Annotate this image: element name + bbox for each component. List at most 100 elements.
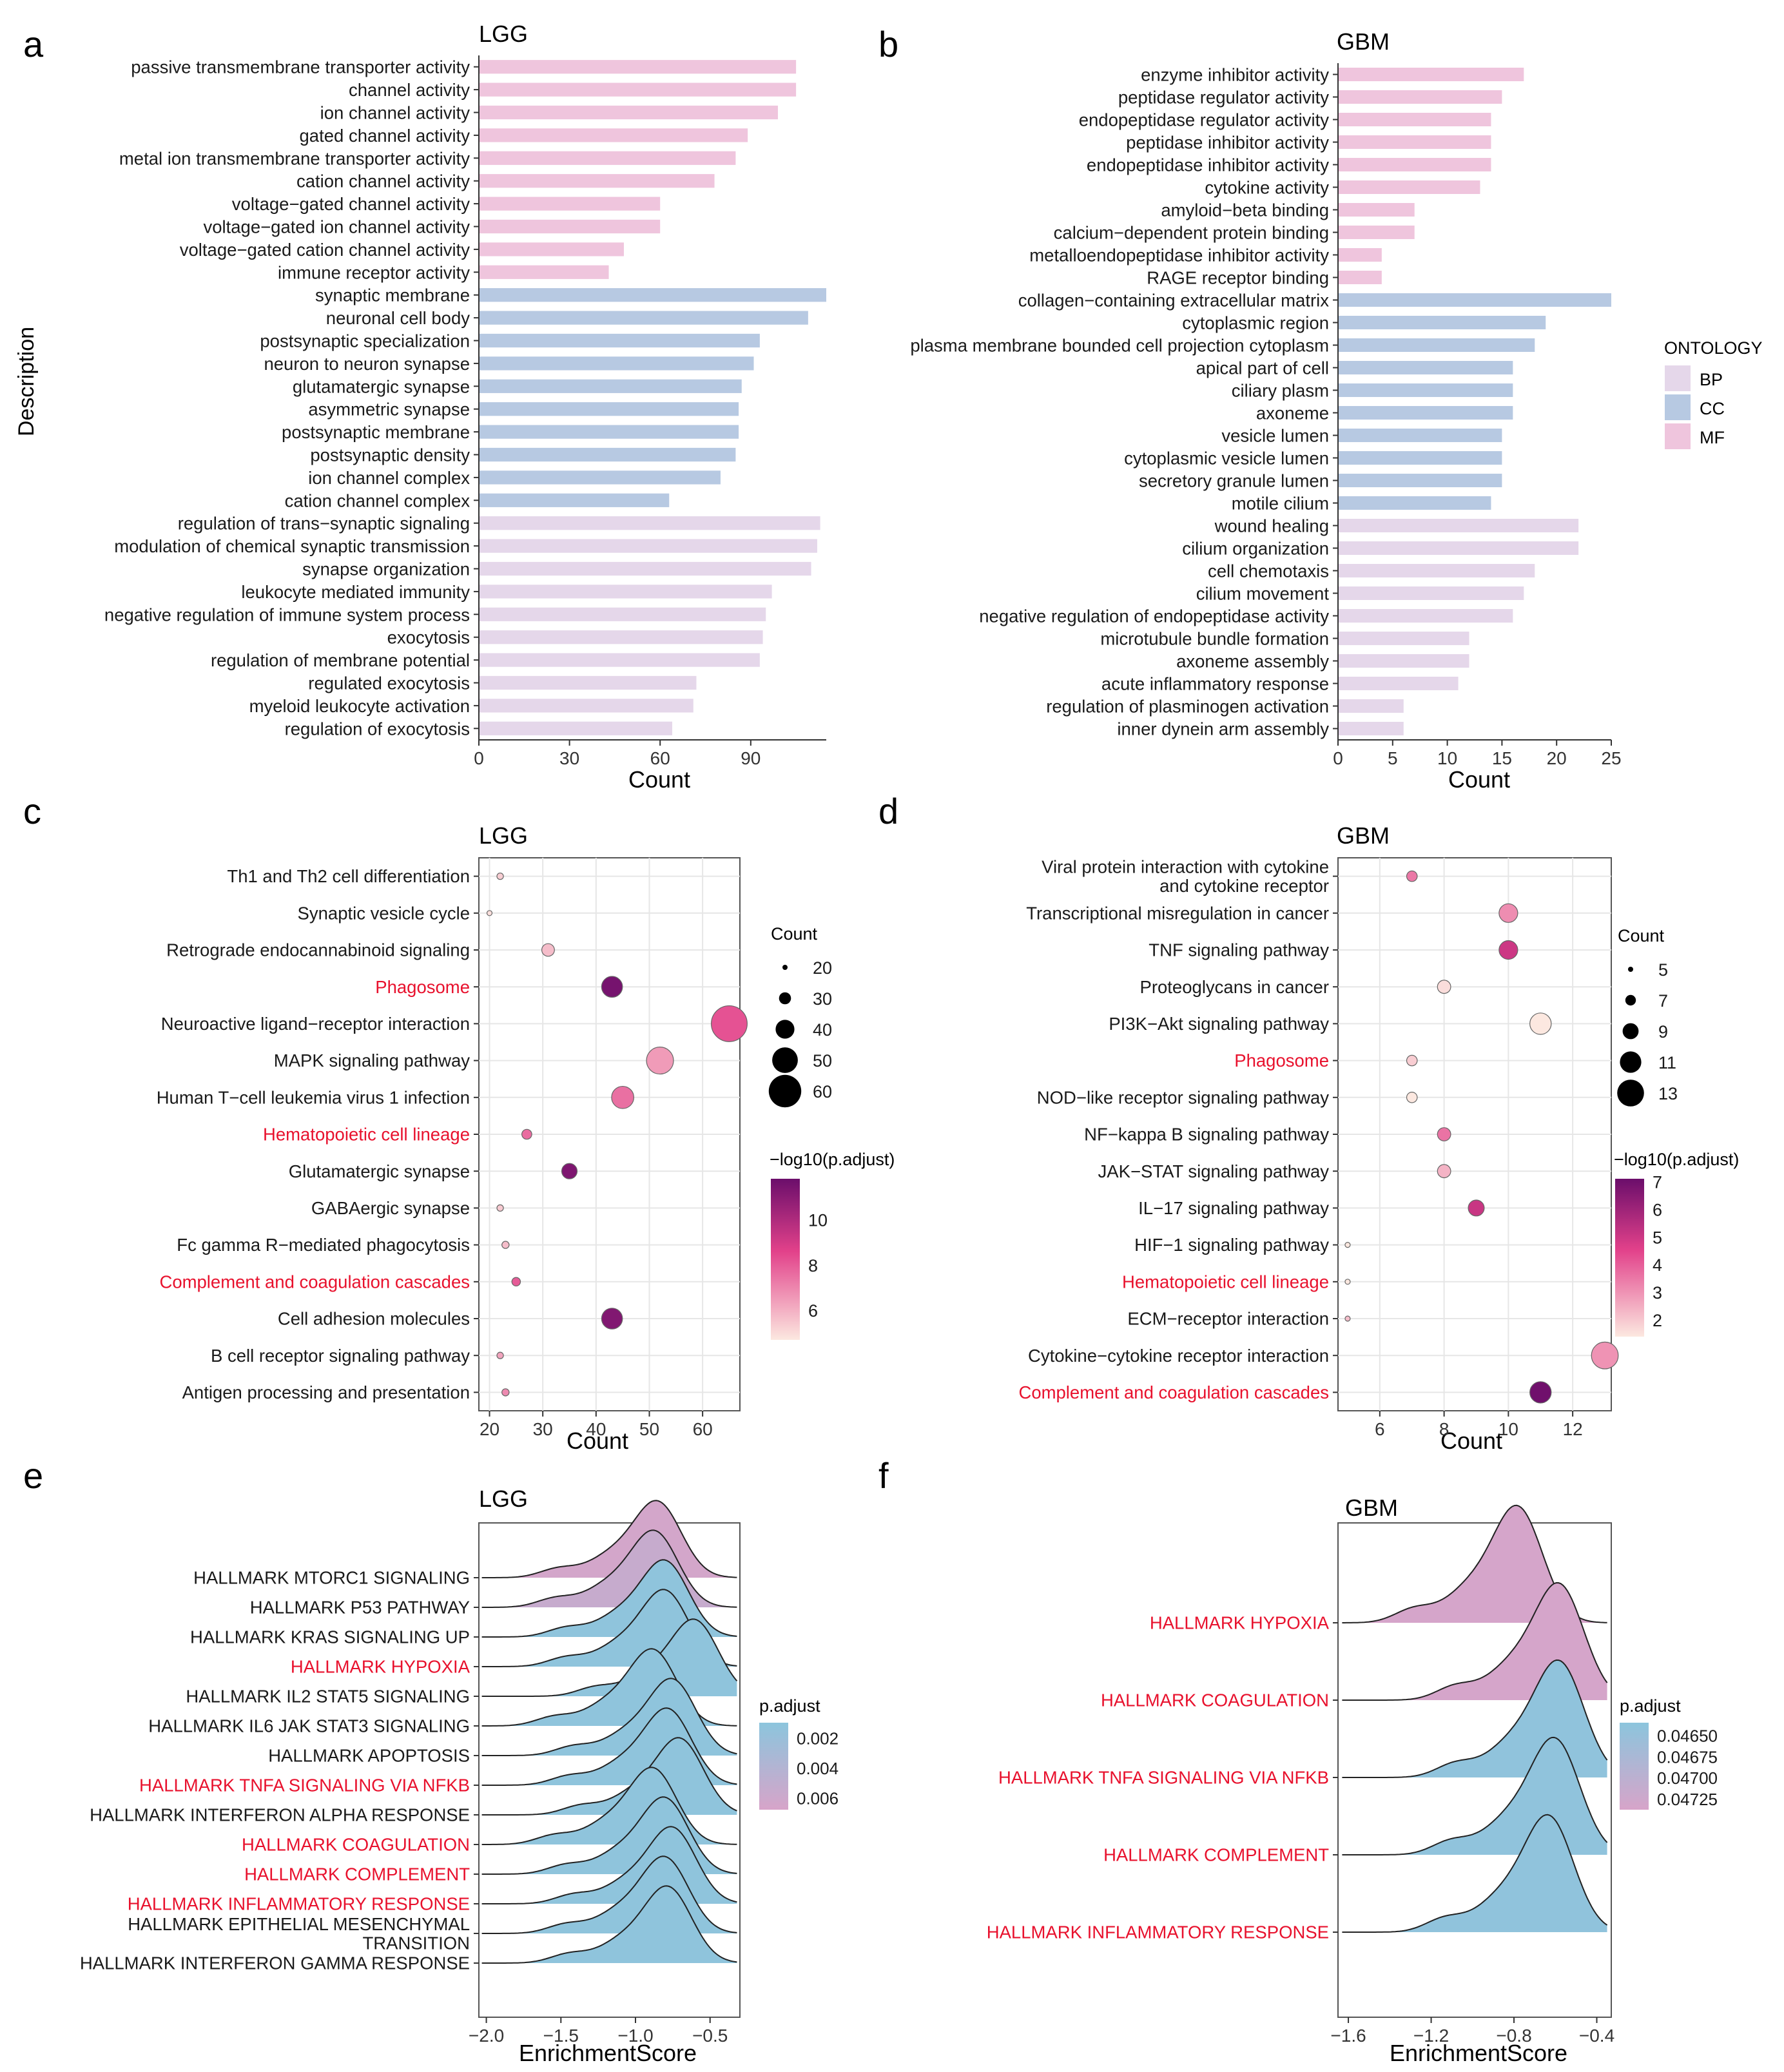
category-label-b-14: apical part of cell: [1196, 358, 1329, 378]
x-tick-label-d-3: 10: [1498, 1419, 1518, 1439]
bar-b-15: [1338, 383, 1513, 397]
dot-d-12: [1344, 1279, 1351, 1285]
category-label-a-1: passive transmembrane transporter activi…: [131, 57, 470, 77]
category-label-d-6: Phagosome: [1234, 1051, 1329, 1070]
category-label-c-6: MAPK signaling pathway: [274, 1051, 470, 1070]
category-label-b-13: plasma membrane bounded cell projection …: [910, 336, 1329, 356]
panel-letter-d: d: [878, 791, 898, 831]
x-tick-label-c-2: 30: [533, 1419, 553, 1439]
dot-d-15: [1529, 1381, 1552, 1404]
dot-c-15: [501, 1388, 510, 1397]
x-axis-label-d: Count: [1440, 1428, 1502, 1454]
category-label-e-11: HALLMARK COMPLEMENT: [244, 1864, 470, 1884]
dot-d-8: [1437, 1127, 1451, 1141]
size-legend-d: 5 7 9 11 13: [1617, 960, 1678, 1107]
x-tick-label-c-5: 60: [693, 1419, 713, 1439]
bar-a-9: [479, 242, 624, 257]
bar-a-2: [479, 82, 797, 97]
dot-c-10: [496, 1204, 504, 1212]
x-tick-label-a-4: 90: [741, 748, 761, 768]
category-label-e-13-line-1: HALLMARK EPITHELIAL MESENCHYMAL: [128, 1914, 470, 1934]
x-tick-label-b-4: 15: [1492, 748, 1512, 768]
category-label-b-11: collagen−containing extracellular matrix: [1018, 291, 1330, 311]
ridge-outline-e-1: [481, 1500, 737, 1578]
category-label-c-11: Fc gamma R−mediated phagocytosis: [177, 1235, 470, 1255]
category-label-a-27: regulation of membrane potential: [211, 650, 470, 670]
x-tick-label-c-4: 50: [639, 1419, 659, 1439]
dot-c-4: [601, 976, 623, 998]
p-adjust-color-bar-f: [1620, 1723, 1649, 1810]
bar-b-26: [1338, 632, 1469, 645]
x-tick-label-e-4: −0.5: [692, 2026, 728, 2046]
category-label-c-12: Complement and coagulation cascades: [159, 1272, 470, 1292]
bar-b-14: [1338, 361, 1513, 374]
ridge-outline-e-14: [481, 1885, 737, 1964]
category-label-b-30: inner dynein arm assembly: [1117, 719, 1329, 739]
color-legend-title-c: −log10(p.adjust): [770, 1150, 895, 1169]
category-label-e-2: HALLMARK P53 PATHWAY: [250, 1598, 470, 1618]
category-label-a-11: synaptic membrane: [315, 286, 470, 305]
panel-letter-f: f: [878, 1455, 889, 1496]
category-label-b-2: peptidase regulator activity: [1118, 88, 1329, 108]
size-legend-label-d-2: 7: [1658, 991, 1668, 1011]
chart-title-b: GBM: [1337, 28, 1390, 55]
category-label-b-23: cell chemotaxis: [1208, 561, 1329, 581]
category-label-d-9: JAK−STAT signaling pathway: [1098, 1161, 1330, 1181]
dot-d-10: [1468, 1199, 1485, 1217]
size-legend-label-d-3: 9: [1658, 1022, 1668, 1041]
dot-c-13: [601, 1308, 623, 1330]
category-label-d-12: Hematopoietic cell lineage: [1122, 1272, 1329, 1292]
ridge-outline-f-2: [1342, 1582, 1608, 1701]
bar-plot-b: enzyme inhibitor activity peptidase regul…: [910, 63, 1622, 768]
category-label-e-10: HALLMARK COAGULATION: [242, 1835, 470, 1855]
x-axis-label-a: Count: [628, 766, 690, 793]
bar-a-10: [479, 265, 609, 279]
category-label-b-9: metalloendopeptidase inhibitor activity: [1029, 246, 1329, 266]
bar-b-10: [1338, 271, 1382, 284]
bar-a-29: [479, 699, 693, 713]
chart-title-e: LGG: [479, 1486, 528, 1512]
bar-b-25: [1338, 609, 1513, 623]
bar-a-21: [479, 516, 820, 530]
category-label-b-1: enzyme inhibitor activity: [1141, 65, 1329, 85]
category-label-c-15: Antigen processing and presentation: [182, 1382, 470, 1402]
category-label-d-14: Cytokine−cytokine receptor interaction: [1028, 1346, 1329, 1366]
size-legend-dot-d-5: [1617, 1080, 1644, 1107]
category-label-a-19: ion channel complex: [308, 468, 470, 488]
category-label-b-5: endopeptidase inhibitor activity: [1087, 155, 1329, 175]
panel-letter-a: a: [23, 24, 44, 64]
bar-a-23: [479, 561, 811, 576]
ridge-outline-e-11: [481, 1796, 737, 1875]
category-label-d-10: IL−17 signaling pathway: [1138, 1198, 1329, 1218]
bar-b-7: [1338, 203, 1415, 217]
ridge-plot-f: HALLMARK HYPOXIA HALLMARK COAGULATION HALL…: [987, 1504, 1614, 2046]
bar-b-30: [1338, 722, 1404, 735]
category-label-d-3: TNF signaling pathway: [1149, 940, 1329, 960]
bar-b-13: [1338, 338, 1535, 352]
x-tick-label-f-4: −0.4: [1579, 2026, 1614, 2046]
x-tick-label-b-2: 5: [1388, 748, 1398, 768]
x-axis-label-e: EnrichmentScore: [519, 2040, 697, 2066]
chart-title-d: GBM: [1337, 822, 1390, 849]
bar-a-8: [479, 219, 661, 234]
chart-title-c: LGG: [479, 822, 528, 849]
bar-a-14: [479, 356, 754, 371]
x-tick-label-f-1: −1.6: [1330, 2026, 1366, 2046]
category-label-d-5: PI3K−Akt signaling pathway: [1109, 1014, 1329, 1034]
bar-b-1: [1338, 68, 1524, 81]
category-label-c-5: Neuroactive ligand−receptor interaction: [161, 1014, 470, 1034]
bar-a-17: [479, 425, 739, 439]
category-label-a-4: gated channel activity: [300, 126, 470, 146]
bar-b-4: [1338, 135, 1491, 149]
category-label-b-8: calcium−dependent protein binding: [1054, 223, 1329, 243]
ridge-outline-e-13: [481, 1855, 737, 1934]
size-legend-label-c-3: 40: [813, 1020, 832, 1040]
bar-b-23: [1338, 564, 1535, 577]
category-label-b-10: RAGE receptor binding: [1147, 268, 1329, 288]
category-label-b-7: amyloid−beta binding: [1161, 200, 1329, 220]
bar-a-15: [479, 379, 742, 393]
category-label-d-11: HIF−1 signaling pathway: [1134, 1235, 1329, 1255]
category-label-d-1-line-1: Viral protein interaction with cytokine: [1042, 857, 1329, 876]
